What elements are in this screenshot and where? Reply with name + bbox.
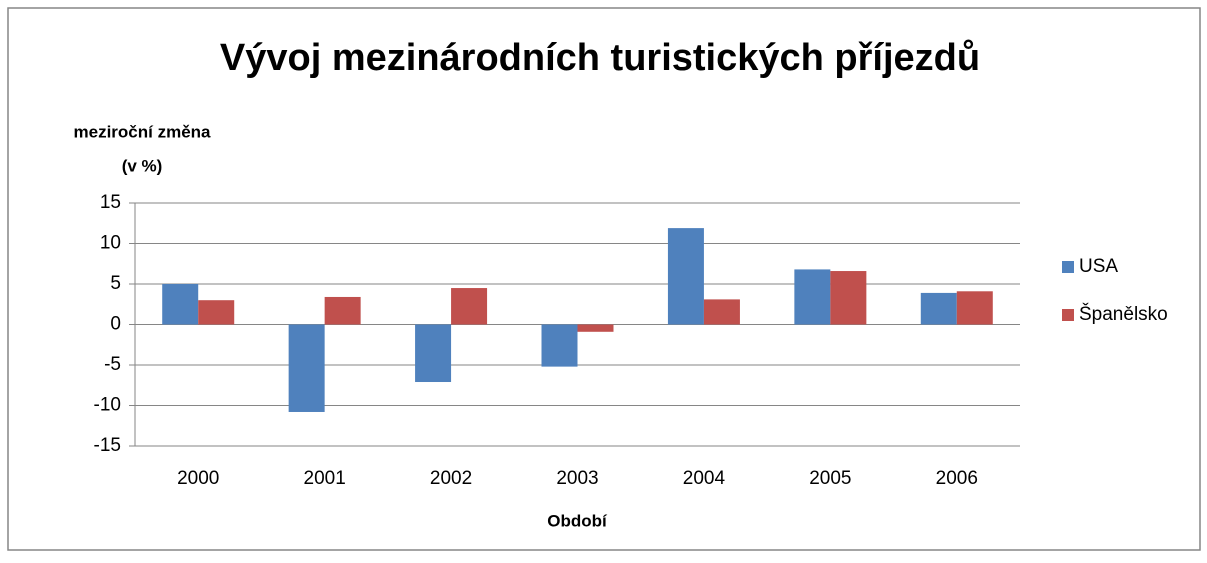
bar: [541, 324, 578, 367]
chart-title: Vývoj mezinárodních turistických příjezd…: [220, 37, 980, 79]
y-tick-label: 15: [100, 192, 121, 213]
bar: [920, 292, 957, 325]
legend-swatch: [1062, 309, 1074, 321]
y-tick-label: -5: [104, 354, 121, 375]
bar: [324, 296, 361, 325]
bar: [956, 291, 993, 325]
x-tick-label: 2002: [430, 468, 472, 489]
legend-label: Španělsko: [1079, 303, 1168, 325]
x-tick-label: 2001: [304, 468, 346, 489]
bar: [162, 284, 199, 325]
bar: [451, 288, 488, 325]
bar: [577, 324, 614, 332]
y-tick-label: 5: [110, 273, 121, 294]
x-axis-label: Období: [547, 511, 608, 530]
bar: [667, 228, 704, 325]
y-tick-label: -10: [94, 395, 121, 416]
y-tick-label: -15: [94, 435, 121, 456]
y-axis-label: meziroční změna: [74, 122, 212, 141]
bar: [415, 324, 452, 383]
legend-label: USA: [1079, 256, 1118, 277]
bar: [830, 271, 867, 325]
y-tick-label: 0: [110, 314, 121, 335]
bar: [703, 299, 740, 325]
x-tick-label: 2005: [809, 468, 851, 489]
legend-swatch: [1062, 261, 1074, 273]
y-tick-label: 10: [100, 233, 121, 254]
bar: [288, 324, 325, 412]
chart-frame: [7, 7, 1201, 551]
x-tick-label: 2006: [936, 468, 978, 489]
bar: [198, 300, 235, 325]
y-axis-label: (v %): [122, 156, 163, 175]
x-tick-label: 2004: [683, 468, 726, 489]
x-tick-label: 2003: [556, 468, 598, 489]
x-tick-label: 2000: [177, 468, 219, 489]
bar: [794, 269, 831, 325]
